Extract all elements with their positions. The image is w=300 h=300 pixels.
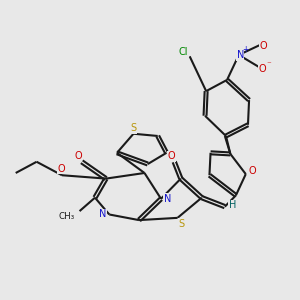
Text: N: N bbox=[164, 194, 171, 204]
Text: O: O bbox=[260, 41, 267, 51]
Text: S: S bbox=[178, 219, 184, 229]
Text: H: H bbox=[229, 200, 236, 210]
Text: O: O bbox=[248, 166, 256, 176]
Text: S: S bbox=[130, 123, 136, 134]
Text: O: O bbox=[259, 64, 266, 74]
Text: Cl: Cl bbox=[179, 47, 188, 57]
Text: N: N bbox=[237, 50, 244, 60]
Text: O: O bbox=[58, 164, 65, 174]
Text: O: O bbox=[167, 152, 175, 161]
Text: N: N bbox=[99, 209, 106, 220]
Text: ⁻: ⁻ bbox=[266, 61, 271, 70]
Text: CH₃: CH₃ bbox=[59, 212, 75, 221]
Text: +: + bbox=[242, 45, 249, 54]
Text: O: O bbox=[74, 152, 82, 161]
